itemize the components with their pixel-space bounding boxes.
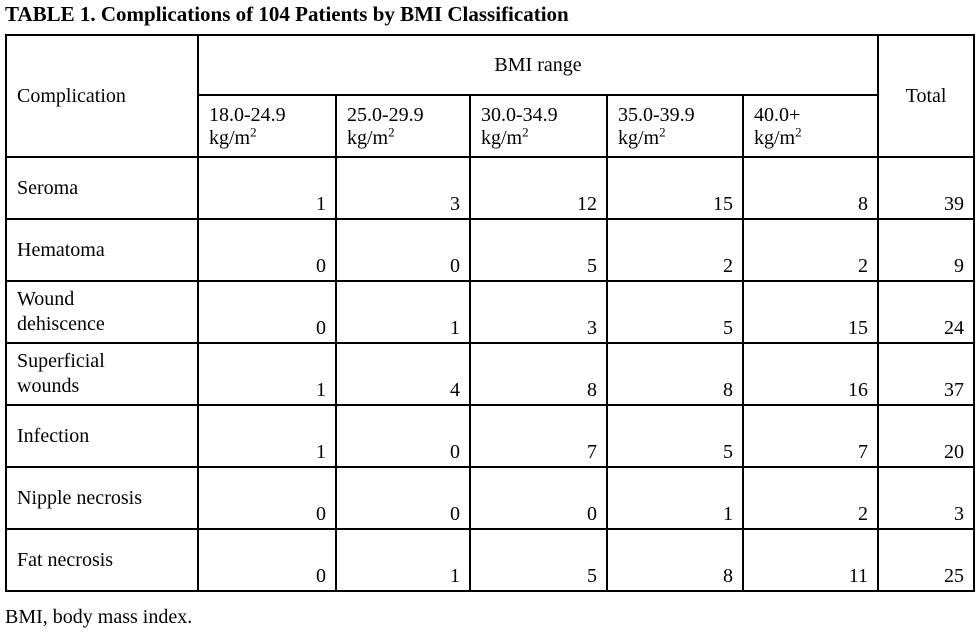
table-row: Superficial wounds 1 4 8 8 16 37 (5, 342, 976, 406)
value-cell: 2 (606, 218, 744, 282)
value-cell: 12 (469, 156, 608, 220)
complication-label: Hematoma (5, 218, 199, 282)
total-cell: 25 (877, 528, 976, 592)
value-cell: 1 (197, 342, 337, 406)
value-cell: 5 (606, 404, 744, 468)
value-cell: 1 (606, 466, 744, 530)
value-cell: 0 (197, 280, 337, 344)
value-cell: 0 (197, 528, 337, 592)
total-cell: 9 (877, 218, 976, 282)
value-cell: 0 (469, 466, 608, 530)
table-row: Seroma 1 3 12 15 8 39 (5, 156, 976, 220)
bmi-range-text: 25.0-29.9 (347, 104, 424, 126)
footnote: BMI, body mass index. (5, 606, 193, 628)
table-title: TABLE 1. Complications of 104 Patients b… (5, 2, 569, 26)
bmi-unit-sup: 2 (522, 124, 529, 140)
bmi-range-text: 18.0-24.9 (209, 104, 286, 126)
header-total: Total (877, 34, 976, 158)
value-cell: 16 (741, 342, 880, 406)
table-row: Infection 1 0 7 5 7 20 (5, 404, 976, 468)
bmi-unit-text: kg/m (618, 127, 660, 149)
total-cell: 24 (877, 280, 976, 344)
complication-label: Superficial wounds (5, 342, 199, 406)
value-cell: 8 (469, 342, 608, 406)
value-cell: 1 (335, 280, 471, 344)
value-cell: 7 (741, 404, 880, 468)
value-cell: 2 (741, 466, 880, 530)
value-cell: 1 (197, 404, 337, 468)
table-row: Nipple necrosis 0 0 0 1 2 3 (5, 466, 976, 530)
complication-label: Infection (5, 404, 199, 468)
value-cell: 11 (741, 528, 880, 592)
value-cell: 0 (197, 466, 337, 530)
bmi-unit-text: kg/m (754, 127, 796, 149)
bmi-unit-text: kg/m (481, 127, 523, 149)
complication-label: Nipple necrosis (5, 466, 199, 530)
complication-label: Seroma (5, 156, 199, 220)
value-cell: 5 (606, 280, 744, 344)
header-complication: Complication (5, 34, 199, 158)
bmi-unit-sup: 2 (250, 124, 257, 140)
value-cell: 4 (335, 342, 471, 406)
value-cell: 5 (469, 218, 608, 282)
bmi-unit-text: kg/m (209, 127, 251, 149)
complications-table: Complication BMI range Total 18.0-24.9 kg… (5, 34, 976, 592)
header-bmi-col-1: 18.0-24.9 kg/m2 (197, 94, 337, 158)
total-cell: 3 (877, 466, 976, 530)
table-body: Seroma 1 3 12 15 8 39 Hematoma 0 0 5 2 2 9 Wound dehis… (5, 156, 976, 592)
value-cell: 1 (197, 156, 337, 220)
table-header: Complication BMI range Total 18.0-24.9 kg… (5, 34, 976, 158)
bmi-unit-text: kg/m (347, 127, 389, 149)
complication-label: Fat necrosis (5, 528, 199, 592)
table-row: Wound dehiscence 0 1 3 5 15 24 (5, 280, 976, 344)
table-row: Hematoma 0 0 5 2 2 9 (5, 218, 976, 282)
total-cell: 37 (877, 342, 976, 406)
value-cell: 15 (741, 280, 880, 344)
table-row: Fat necrosis 0 1 5 8 11 25 (5, 528, 976, 592)
value-cell: 3 (469, 280, 608, 344)
header-bmi-col-4: 35.0-39.9 kg/m2 (606, 94, 744, 158)
header-bmi-col-3: 30.0-34.9 kg/m2 (469, 94, 608, 158)
bmi-range-text: 30.0-34.9 (481, 104, 558, 126)
bmi-range-text: 40.0+ (754, 104, 801, 126)
header-bmi-col-2: 25.0-29.9 kg/m2 (335, 94, 471, 158)
bmi-unit-sup: 2 (795, 124, 802, 140)
value-cell: 0 (335, 466, 471, 530)
value-cell: 0 (335, 404, 471, 468)
total-cell: 20 (877, 404, 976, 468)
bmi-unit-sup: 2 (388, 124, 395, 140)
header-bmi-range-group: BMI range (196, 34, 880, 96)
bmi-range-text: 35.0-39.9 (618, 104, 695, 126)
value-cell: 8 (606, 342, 744, 406)
value-cell: 5 (469, 528, 608, 592)
value-cell: 7 (469, 404, 608, 468)
value-cell: 3 (335, 156, 471, 220)
header-bmi-col-5: 40.0+ kg/m2 (741, 94, 880, 158)
header-row-group: Complication BMI range Total (5, 34, 976, 158)
header-row-ranges: 18.0-24.9 kg/m2 25.0-29.9 kg/m2 30.0-34.9 k… (6, 94, 974, 158)
value-cell: 8 (606, 528, 744, 592)
value-cell: 8 (741, 156, 880, 220)
value-cell: 1 (335, 528, 471, 592)
total-cell: 39 (877, 156, 976, 220)
value-cell: 0 (335, 218, 471, 282)
complication-label: Wound dehiscence (5, 280, 199, 344)
value-cell: 2 (741, 218, 880, 282)
bmi-unit-sup: 2 (659, 124, 666, 140)
value-cell: 15 (606, 156, 744, 220)
value-cell: 0 (197, 218, 337, 282)
